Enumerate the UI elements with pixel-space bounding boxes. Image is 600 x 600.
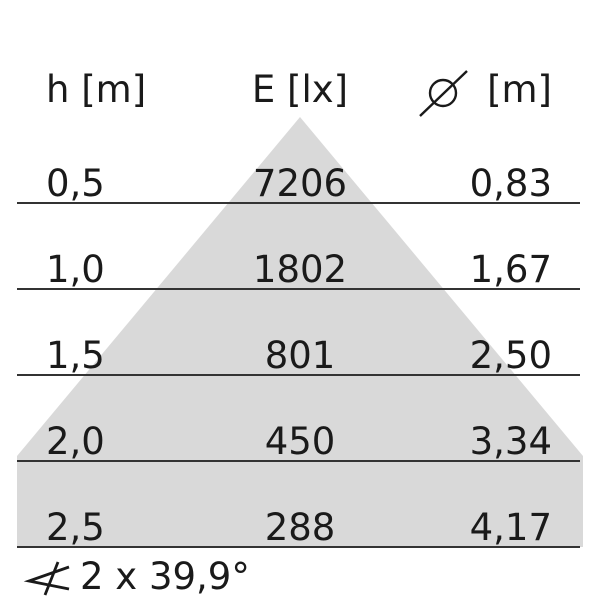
beam-angle-label: 2 x 39,9° [80, 555, 250, 598]
header-diameter-unit: [m] [487, 68, 552, 111]
angle-icon [23, 561, 70, 596]
h-value: 1,0 [46, 248, 105, 291]
light-cone-shape [17, 117, 583, 547]
h-value: 2,0 [46, 420, 105, 463]
h-value: 1,5 [46, 334, 105, 377]
diameter-value: 1,67 [469, 248, 552, 291]
h-value: 0,5 [46, 162, 105, 205]
e-value: 7206 [252, 162, 348, 205]
e-value: 450 [264, 420, 336, 463]
diameter-value: 0,83 [469, 162, 552, 205]
diameter-value: 4,17 [469, 506, 552, 549]
diameter-icon [419, 70, 468, 117]
diameter-value: 2,50 [469, 334, 552, 377]
h-value: 2,5 [46, 506, 105, 549]
diameter-value: 3,34 [469, 420, 552, 463]
e-value: 288 [264, 506, 336, 549]
table-rule-lines [17, 202, 580, 548]
header-e: E [lx] [251, 68, 349, 111]
e-value: 1802 [252, 248, 348, 291]
e-value: 801 [264, 334, 336, 377]
header-h: h [m] [46, 68, 147, 111]
